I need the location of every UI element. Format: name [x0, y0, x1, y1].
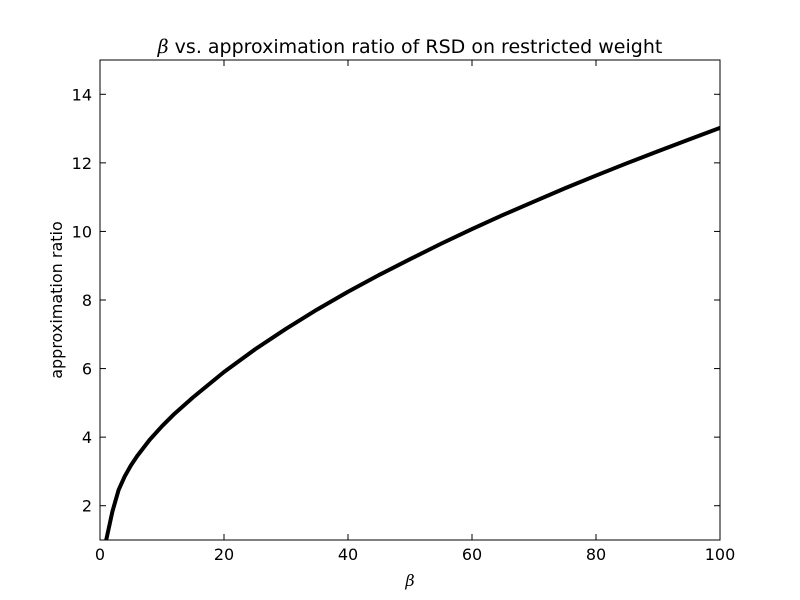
y-tick-label-12: 12	[72, 154, 92, 173]
y-tick-label-10: 10	[72, 222, 92, 241]
x-axis-label: β	[404, 571, 414, 590]
x-tick-label-100: 100	[705, 545, 736, 564]
y-tick-label-8: 8	[82, 291, 92, 310]
y-tick-label-2: 2	[82, 497, 92, 516]
chart-title: β vs. approximation ratio of RSD on rest…	[157, 36, 663, 58]
x-tick-label-80: 80	[586, 545, 606, 564]
x-tick-label-0: 0	[95, 545, 105, 564]
series-line-0	[104, 125, 720, 540]
chart-title-text: vs. approximation ratio of RSD on restri…	[169, 36, 663, 58]
chart-title-symbol: β	[157, 36, 169, 58]
x-tick-label-60: 60	[462, 545, 482, 564]
y-tick-label-6: 6	[82, 360, 92, 379]
x-tick-label-20: 20	[214, 545, 234, 564]
y-tick-label-4: 4	[82, 428, 92, 447]
plot-frame	[99, 59, 721, 541]
y-axis-label: approximation ratio	[47, 221, 66, 379]
plot-area: 0 20 40 60 80 100 2 4 6 8 10 12 14	[72, 59, 736, 564]
x-tick-label-40: 40	[338, 545, 358, 564]
y-tick-label-14: 14	[72, 85, 92, 104]
